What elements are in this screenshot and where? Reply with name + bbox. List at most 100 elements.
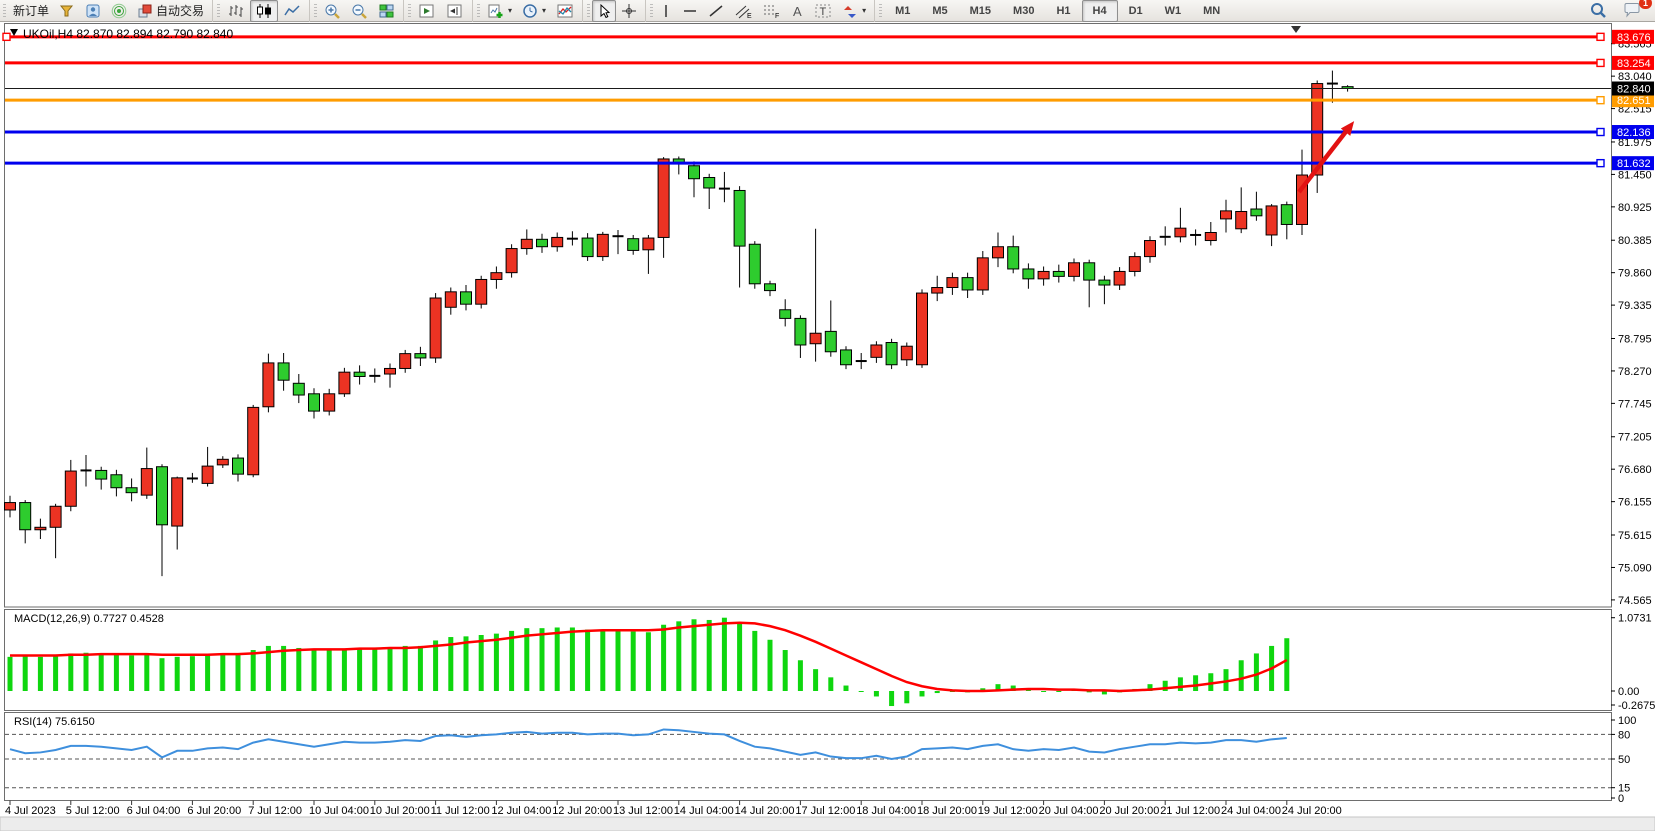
tf-h4-button[interactable]: H4 xyxy=(1081,0,1118,22)
arrow-head[interactable] xyxy=(1340,121,1355,136)
macd-axis-label: 1.0731 xyxy=(1618,613,1652,625)
zoom-out-button[interactable] xyxy=(346,0,373,22)
macd-histogram-bar xyxy=(341,648,347,691)
symbol-dropdown-icon[interactable] xyxy=(10,29,18,36)
auto-scroll-button[interactable] xyxy=(413,0,441,22)
macd-histogram-bar xyxy=(463,636,469,691)
tf-m5-button[interactable]: M5 xyxy=(921,0,958,22)
trendline-button[interactable] xyxy=(703,0,729,22)
candle xyxy=(1052,264,1065,283)
indicators-button[interactable] xyxy=(551,0,579,22)
shift-marker-icon[interactable] xyxy=(1291,26,1301,33)
candle-body xyxy=(1311,83,1324,176)
tf-mn-button[interactable]: MN xyxy=(1192,0,1231,22)
candle-body xyxy=(1144,240,1156,258)
autotrading-button[interactable]: 自动交易 xyxy=(132,0,209,22)
bar-chart-button[interactable] xyxy=(222,0,250,22)
support-line-2-handle[interactable] xyxy=(1596,158,1605,168)
candle xyxy=(840,346,852,370)
candle xyxy=(748,241,761,289)
search-button[interactable] xyxy=(1584,0,1612,22)
candle xyxy=(1280,201,1293,240)
time-tick-label: 13 Jul 12:00 xyxy=(613,805,673,817)
time-tick-label: 12 Jul 20:00 xyxy=(552,805,612,817)
tf-m1-button[interactable]: M1 xyxy=(884,0,921,22)
price-tick-label: 78.270 xyxy=(1618,366,1652,378)
support-line-1-handle[interactable] xyxy=(1596,127,1605,137)
price-tick-label: 75.615 xyxy=(1618,530,1652,542)
funnel-icon-button[interactable] xyxy=(54,0,80,22)
tf-d1-button[interactable]: D1 xyxy=(1118,0,1154,22)
period-button[interactable]: ▾ xyxy=(517,0,551,22)
macd-histogram-bar xyxy=(1025,689,1031,691)
resistance-line-1-handle[interactable] xyxy=(1596,32,1605,42)
candle xyxy=(399,349,412,373)
crosshair-button[interactable] xyxy=(616,0,642,22)
tf-w1-button[interactable]: W1 xyxy=(1154,0,1193,22)
objects-group: ▾ ▾ xyxy=(472,0,579,22)
macd-histogram-bar xyxy=(1208,673,1214,691)
svg-text:F: F xyxy=(775,13,779,19)
tf-h1-button[interactable]: H1 xyxy=(1045,0,1081,22)
macd-histogram-bar xyxy=(767,639,773,691)
profile-icon-button[interactable] xyxy=(80,0,106,22)
candle-body xyxy=(399,353,412,369)
resistance-line-2-handle[interactable] xyxy=(1596,58,1605,68)
price-tick-label: 83.040 xyxy=(1618,71,1652,83)
profile-icon xyxy=(85,3,101,19)
search-icon xyxy=(1589,2,1607,19)
tf-m30-button[interactable]: M30 xyxy=(1002,0,1045,22)
new-order-button[interactable]: 新订单 xyxy=(8,0,54,22)
candles-layer xyxy=(4,70,1354,577)
candlestick-chart-button[interactable] xyxy=(250,0,279,22)
shapes-button[interactable]: ▾ xyxy=(837,0,871,22)
rsi-axis-label: 15 xyxy=(1618,783,1630,795)
macd-histogram-bar xyxy=(509,630,515,691)
signal-icon-button[interactable] xyxy=(106,0,132,22)
cursor-button[interactable] xyxy=(592,0,617,22)
fibonacci-button[interactable]: F xyxy=(757,0,785,22)
tf-m15-button[interactable]: M15 xyxy=(959,0,1002,22)
candle-body xyxy=(49,505,62,528)
horizontal-line-button[interactable] xyxy=(677,0,703,22)
candle xyxy=(49,503,62,559)
resistance-line-1-handle[interactable] xyxy=(2,32,11,42)
chart-shift-button[interactable] xyxy=(441,0,469,22)
candle-body xyxy=(232,457,244,475)
vertical-line-button[interactable] xyxy=(655,0,677,22)
candle-body xyxy=(1052,270,1065,277)
arrow-shaft[interactable] xyxy=(1297,130,1348,194)
chevron-down-icon[interactable]: ▾ xyxy=(508,6,513,15)
line-chart-button[interactable] xyxy=(278,0,306,22)
macd-histogram-bar xyxy=(1086,691,1092,693)
text-button[interactable]: A xyxy=(785,0,809,22)
pivot-line-handle[interactable] xyxy=(1596,95,1605,105)
candle-body xyxy=(414,353,427,359)
macd-histogram-bar xyxy=(1147,684,1153,691)
chart-title: UKOil,H4 82.870 82.894 82.790 82.840 xyxy=(23,27,233,41)
channel-button[interactable]: E xyxy=(729,0,757,22)
candle-body xyxy=(824,330,837,353)
signal-icon xyxy=(111,3,127,19)
clock-icon xyxy=(522,3,538,19)
tile-windows-button[interactable] xyxy=(373,0,400,22)
candle xyxy=(338,367,351,397)
arrow-annotation[interactable] xyxy=(1297,121,1355,194)
chevron-down-icon[interactable]: ▾ xyxy=(862,6,867,15)
candle-body xyxy=(1113,270,1126,286)
price-line-badge-bg xyxy=(1612,29,1654,44)
macd-panel-border xyxy=(4,609,1612,711)
new-chart-button[interactable]: ▾ xyxy=(482,0,517,22)
candle xyxy=(19,500,32,544)
zoom-in-button[interactable] xyxy=(319,0,346,22)
chart-type-group xyxy=(212,0,306,22)
text-label-button[interactable]: T xyxy=(809,0,837,22)
current-price-badge-bg xyxy=(1612,81,1654,96)
zoom-group xyxy=(309,0,400,22)
candle-body xyxy=(308,393,320,412)
chevron-down-icon[interactable]: ▾ xyxy=(542,6,547,15)
notifications-button[interactable]: 1 xyxy=(1618,0,1652,22)
candle xyxy=(1190,229,1202,246)
autotrading-button-label: 自动交易 xyxy=(156,4,205,18)
macd-histogram-bar xyxy=(661,624,667,691)
